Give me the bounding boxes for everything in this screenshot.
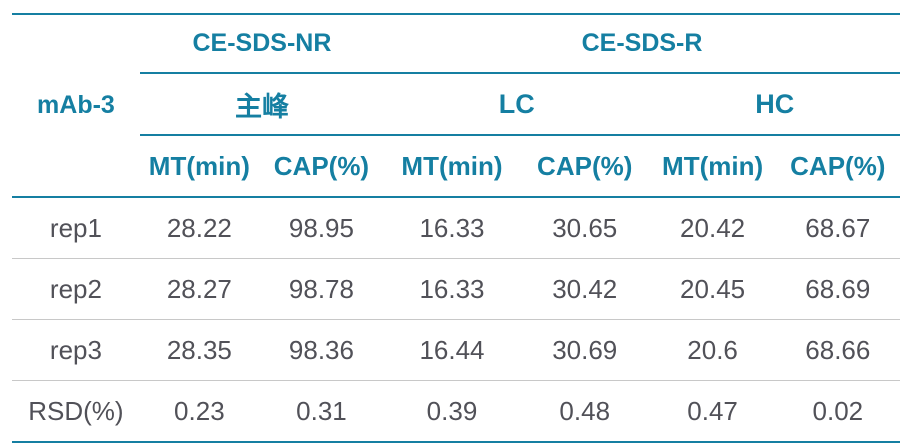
table-row: rep2 28.27 98.78 16.33 30.42 20.45 68.69 <box>12 258 900 320</box>
table-row: rep1 28.22 98.95 16.33 30.65 20.42 68.67 <box>12 197 900 259</box>
ce-sds-results-table: mAb-3 CE-SDS-NR CE-SDS-R 主峰 LC HC MT(min… <box>12 13 900 443</box>
column-header: CAP(%) <box>519 135 650 198</box>
data-cell: 0.39 <box>384 380 520 442</box>
data-cell: 68.67 <box>805 212 871 243</box>
table-header: mAb-3 CE-SDS-NR CE-SDS-R 主峰 LC HC MT(min… <box>12 14 900 198</box>
data-cell: 16.44 <box>384 319 520 381</box>
subgroup-header-lc: LC <box>384 73 650 136</box>
data-cell: 16.33 <box>384 258 520 320</box>
column-header: MT(min) <box>649 135 776 198</box>
row-label: RSD(%) <box>12 380 140 442</box>
column-header: CAP(%) <box>775 135 900 198</box>
row-label: rep2 <box>12 258 140 320</box>
column-header: MT(min) <box>384 135 520 198</box>
subgroup-header-hc: HC <box>649 73 900 136</box>
data-cell: 30.65 <box>552 212 618 243</box>
data-cell: 0.23 <box>139 380 259 442</box>
data-cell: 20.45 <box>649 258 776 320</box>
column-header-row: MT(min) CAP(%) MT(min) CAP(%) MT(min) CA… <box>12 135 900 198</box>
group-header-ce-sds-nr: CE-SDS-NR <box>139 14 385 74</box>
row-label: rep3 <box>12 319 140 381</box>
corner-label: mAb-3 <box>12 14 140 198</box>
data-cell: 30.69 <box>519 319 650 381</box>
data-cell: 20.42 <box>680 212 746 243</box>
data-cell: 28.27 <box>139 258 259 320</box>
data-cell: 68.69 <box>775 258 900 320</box>
table-row: rep3 28.35 98.36 16.44 30.69 20.6 68.66 <box>12 319 900 381</box>
group-header-row: mAb-3 CE-SDS-NR CE-SDS-R <box>12 14 900 198</box>
data-cell: 0.02 <box>775 380 900 442</box>
subgroup-header-main-peak: 主峰 <box>139 73 385 136</box>
data-cell: 28.35 <box>139 319 259 381</box>
table-row: RSD(%) 0.23 0.31 0.39 0.48 0.47 0.02 <box>12 380 900 442</box>
data-cell: 0.47 <box>649 380 776 442</box>
data-cell: 98.95 <box>288 212 354 243</box>
data-cell: 28.22 <box>166 212 232 243</box>
data-cell: 98.78 <box>258 258 385 320</box>
row-label: rep1 <box>49 212 102 243</box>
group-header-ce-sds-r: CE-SDS-R <box>384 14 900 74</box>
table-body: rep1 28.22 98.95 16.33 30.65 20.42 68.67… <box>12 197 900 442</box>
column-header: MT(min) <box>139 135 259 198</box>
data-cell: 0.48 <box>519 380 650 442</box>
data-cell: 68.66 <box>775 319 900 381</box>
data-cell: 30.42 <box>519 258 650 320</box>
data-cell: 16.33 <box>419 212 485 243</box>
column-header: CAP(%) <box>258 135 385 198</box>
data-cell: 0.31 <box>258 380 385 442</box>
subgroup-header-row: 主峰 LC HC <box>12 73 900 136</box>
results-table-container: mAb-3 CE-SDS-NR CE-SDS-R 主峰 LC HC MT(min… <box>12 13 900 443</box>
data-cell: 98.36 <box>258 319 385 381</box>
data-cell: 20.6 <box>649 319 776 381</box>
